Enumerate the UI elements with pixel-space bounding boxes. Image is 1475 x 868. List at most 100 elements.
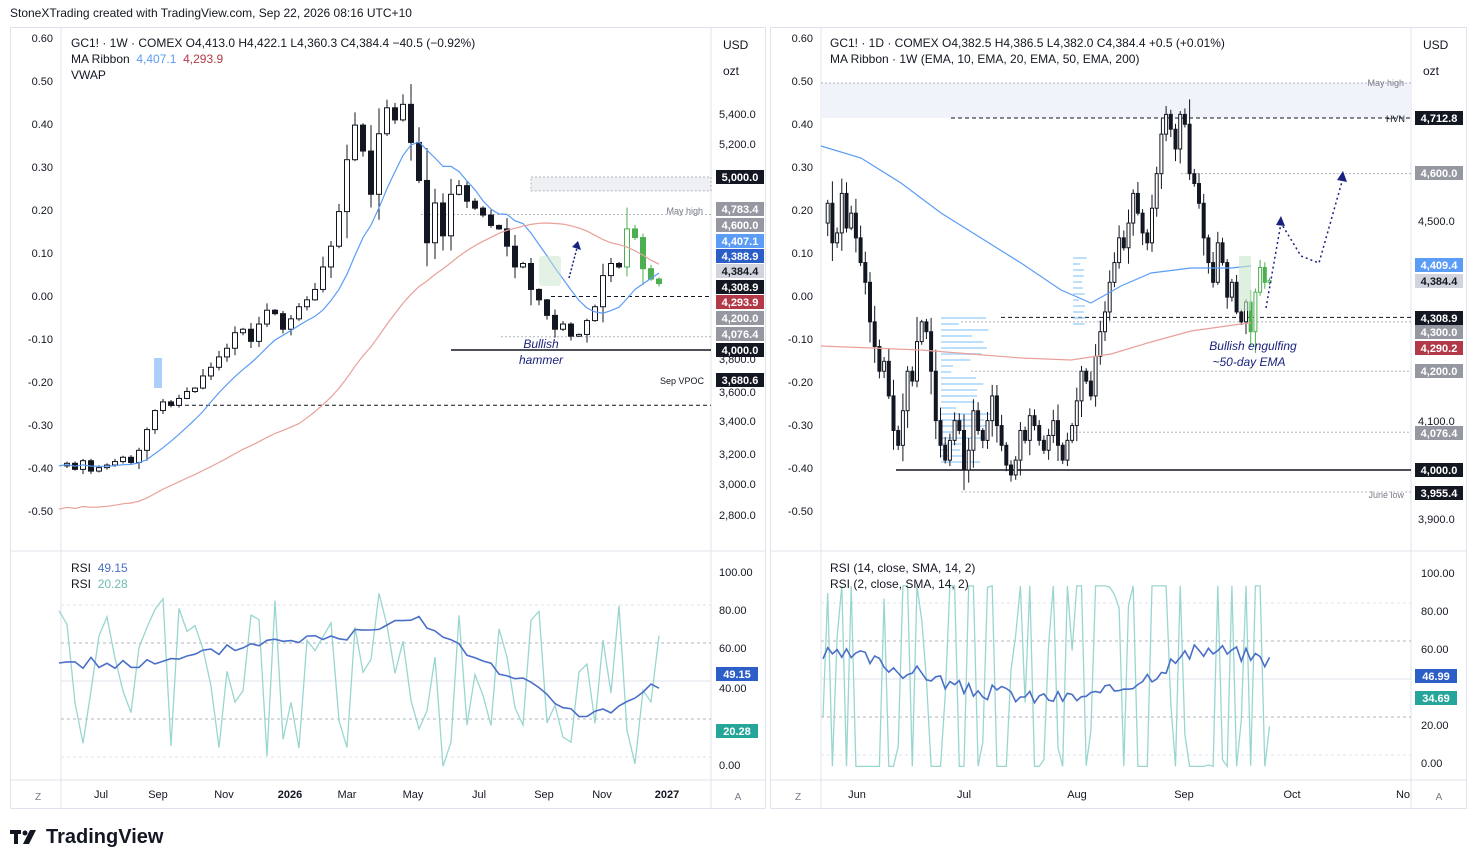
- left-rsi-tick: 80.00: [719, 605, 747, 617]
- right-candle-body: [835, 232, 840, 244]
- left-price-badge-bg: [716, 249, 764, 263]
- left-candle-body: [464, 185, 470, 202]
- right-candle-body: [900, 410, 905, 446]
- right-candle-body: [858, 237, 863, 264]
- left-overlay-tick: 0.20: [32, 205, 53, 217]
- right-overlay-tick: -0.30: [788, 420, 813, 432]
- right-price-badge: 4,200.0: [1421, 366, 1458, 378]
- left-candle-body: [224, 347, 230, 358]
- right-candle-body: [1070, 425, 1075, 441]
- right-price-badge-bg: [1415, 486, 1463, 500]
- left-chart-pane[interactable]: 0.60 0.50 0.40 0.30 0.20 0.10 0.00 -0.10 -0.20 -0…: [10, 27, 766, 809]
- right-candle-body: [1023, 429, 1028, 441]
- ma-value-slow: 4,293.9: [183, 52, 224, 66]
- left-annotation-line2: hammer: [519, 353, 564, 367]
- right-unit-label[interactable]: ozt: [1423, 64, 1440, 78]
- left-price-badge: 4,384.4: [722, 266, 760, 278]
- right-rsi-badge-2-bg: [1415, 691, 1457, 705]
- left-candle-body: [264, 309, 270, 325]
- right-rsi-main-line: [822, 643, 1271, 705]
- right-legend-ohlc: GC1! · 1D · COMEX O4,382.5 H4,386.5 L4,3…: [830, 36, 1225, 50]
- left-chart-canvas[interactable]: 0.60 0.50 0.40 0.30 0.20 0.10 0.00 -0.10 -0.20 -0…: [11, 28, 765, 808]
- right-candle-body: [1084, 370, 1089, 382]
- right-candle-body: [971, 410, 976, 451]
- right-candle-body: [1074, 400, 1079, 427]
- left-price-badge: 4,308.9: [722, 282, 759, 294]
- right-zoom-button[interactable]: Z: [794, 792, 802, 803]
- rsi-legend-row-2: RSI 20.28: [71, 576, 128, 592]
- left-rsi-fast-line: [58, 593, 660, 767]
- right-candle-body: [910, 370, 915, 382]
- right-candle-body: [957, 420, 962, 431]
- right-overlay-tick: -0.20: [788, 377, 813, 389]
- left-rsi-badge-1: 49.15: [723, 669, 751, 681]
- right-overlay-tick: -0.10: [788, 334, 813, 346]
- right-candle-body: [1093, 355, 1098, 397]
- left-auto-scale-button[interactable]: A: [734, 792, 742, 803]
- left-candle-body: [488, 214, 494, 226]
- right-candle-body: [962, 429, 966, 471]
- left-candle-body: [568, 323, 574, 337]
- left-rsi-badge-2: 20.28: [723, 726, 751, 738]
- left-currency-label[interactable]: USD: [723, 38, 749, 52]
- right-candle-body: [1258, 267, 1263, 293]
- right-candle-body: [1229, 281, 1234, 298]
- right-price-badge-bg: [1415, 111, 1463, 125]
- right-candle-body: [1121, 237, 1126, 249]
- left-price-badge-bg: [716, 311, 764, 325]
- left-candle-body: [280, 313, 286, 330]
- rsi-value-2: 20.28: [97, 577, 128, 591]
- right-candle-body: [905, 370, 910, 412]
- left-overlay-tick: 0.30: [32, 162, 53, 174]
- left-candle-body: [152, 410, 158, 431]
- right-candle-body: [1098, 331, 1103, 357]
- left-candle-body: [440, 202, 446, 237]
- right-candle-body: [938, 420, 943, 446]
- left-time-tick: May: [403, 789, 424, 801]
- right-highlight-box: [1239, 256, 1251, 311]
- right-ma-slow-line: [820, 322, 1252, 361]
- right-currency-label[interactable]: USD: [1423, 38, 1449, 52]
- right-candle-body: [1004, 444, 1009, 466]
- right-candle-body: [853, 212, 858, 239]
- left-candle-body: [248, 328, 254, 342]
- left-candle-body: [592, 306, 598, 322]
- right-chart-pane[interactable]: 0.60 0.50 0.40 0.30 0.20 0.10 0.00 -0.10 -0.20 -0…: [770, 27, 1467, 809]
- left-candle-body: [320, 266, 326, 290]
- right-rsi-fast-line: [822, 585, 1271, 769]
- left-candle-body: [504, 228, 510, 247]
- left-candle-body: [424, 179, 430, 244]
- right-candle-body: [1037, 425, 1042, 441]
- rsi-label-1: RSI: [71, 561, 92, 575]
- left-candle-body: [448, 193, 454, 237]
- left-price-tick: 3,600.0: [719, 387, 756, 399]
- left-candle-body: [480, 207, 486, 216]
- right-price-badge: 4,290.2: [1421, 343, 1458, 355]
- left-candle-body: [384, 107, 390, 135]
- tradingview-logo-icon: [10, 828, 40, 848]
- right-projection-path: [1265, 177, 1344, 309]
- left-candle-body: [272, 309, 278, 315]
- left-rsi-tick: 100.00: [719, 567, 753, 579]
- left-overlay-tick: -0.10: [28, 334, 53, 346]
- left-candle-body: [512, 245, 518, 268]
- left-candle-body: [432, 202, 438, 244]
- tradingview-brand[interactable]: TradingView: [10, 826, 163, 849]
- left-price-badge-bg: [716, 234, 764, 248]
- right-candle-body: [1206, 237, 1211, 264]
- left-zoom-button[interactable]: Z: [34, 792, 42, 803]
- left-unit-label[interactable]: ozt: [723, 64, 740, 78]
- left-rsi-badge-1-bg: [716, 667, 758, 681]
- right-candle-body: [830, 202, 835, 244]
- right-candle-body: [1182, 113, 1187, 125]
- right-arrow-head: [1337, 171, 1347, 182]
- right-candle-body: [1079, 370, 1084, 402]
- right-price-badge: 4,308.9: [1421, 313, 1458, 325]
- right-candle-body: [1225, 262, 1230, 298]
- right-candle-body: [1051, 420, 1056, 436]
- right-chart-canvas[interactable]: 0.60 0.50 0.40 0.30 0.20 0.10 0.00 -0.10 -0.20 -0…: [771, 28, 1466, 808]
- right-auto-scale-button[interactable]: A: [1435, 792, 1443, 803]
- right-candle-body: [891, 395, 896, 431]
- right-rsi-legend-2: RSI (2, close, SMA, 14, 2): [830, 577, 969, 591]
- right-price-badge: 4,712.8: [1421, 113, 1458, 125]
